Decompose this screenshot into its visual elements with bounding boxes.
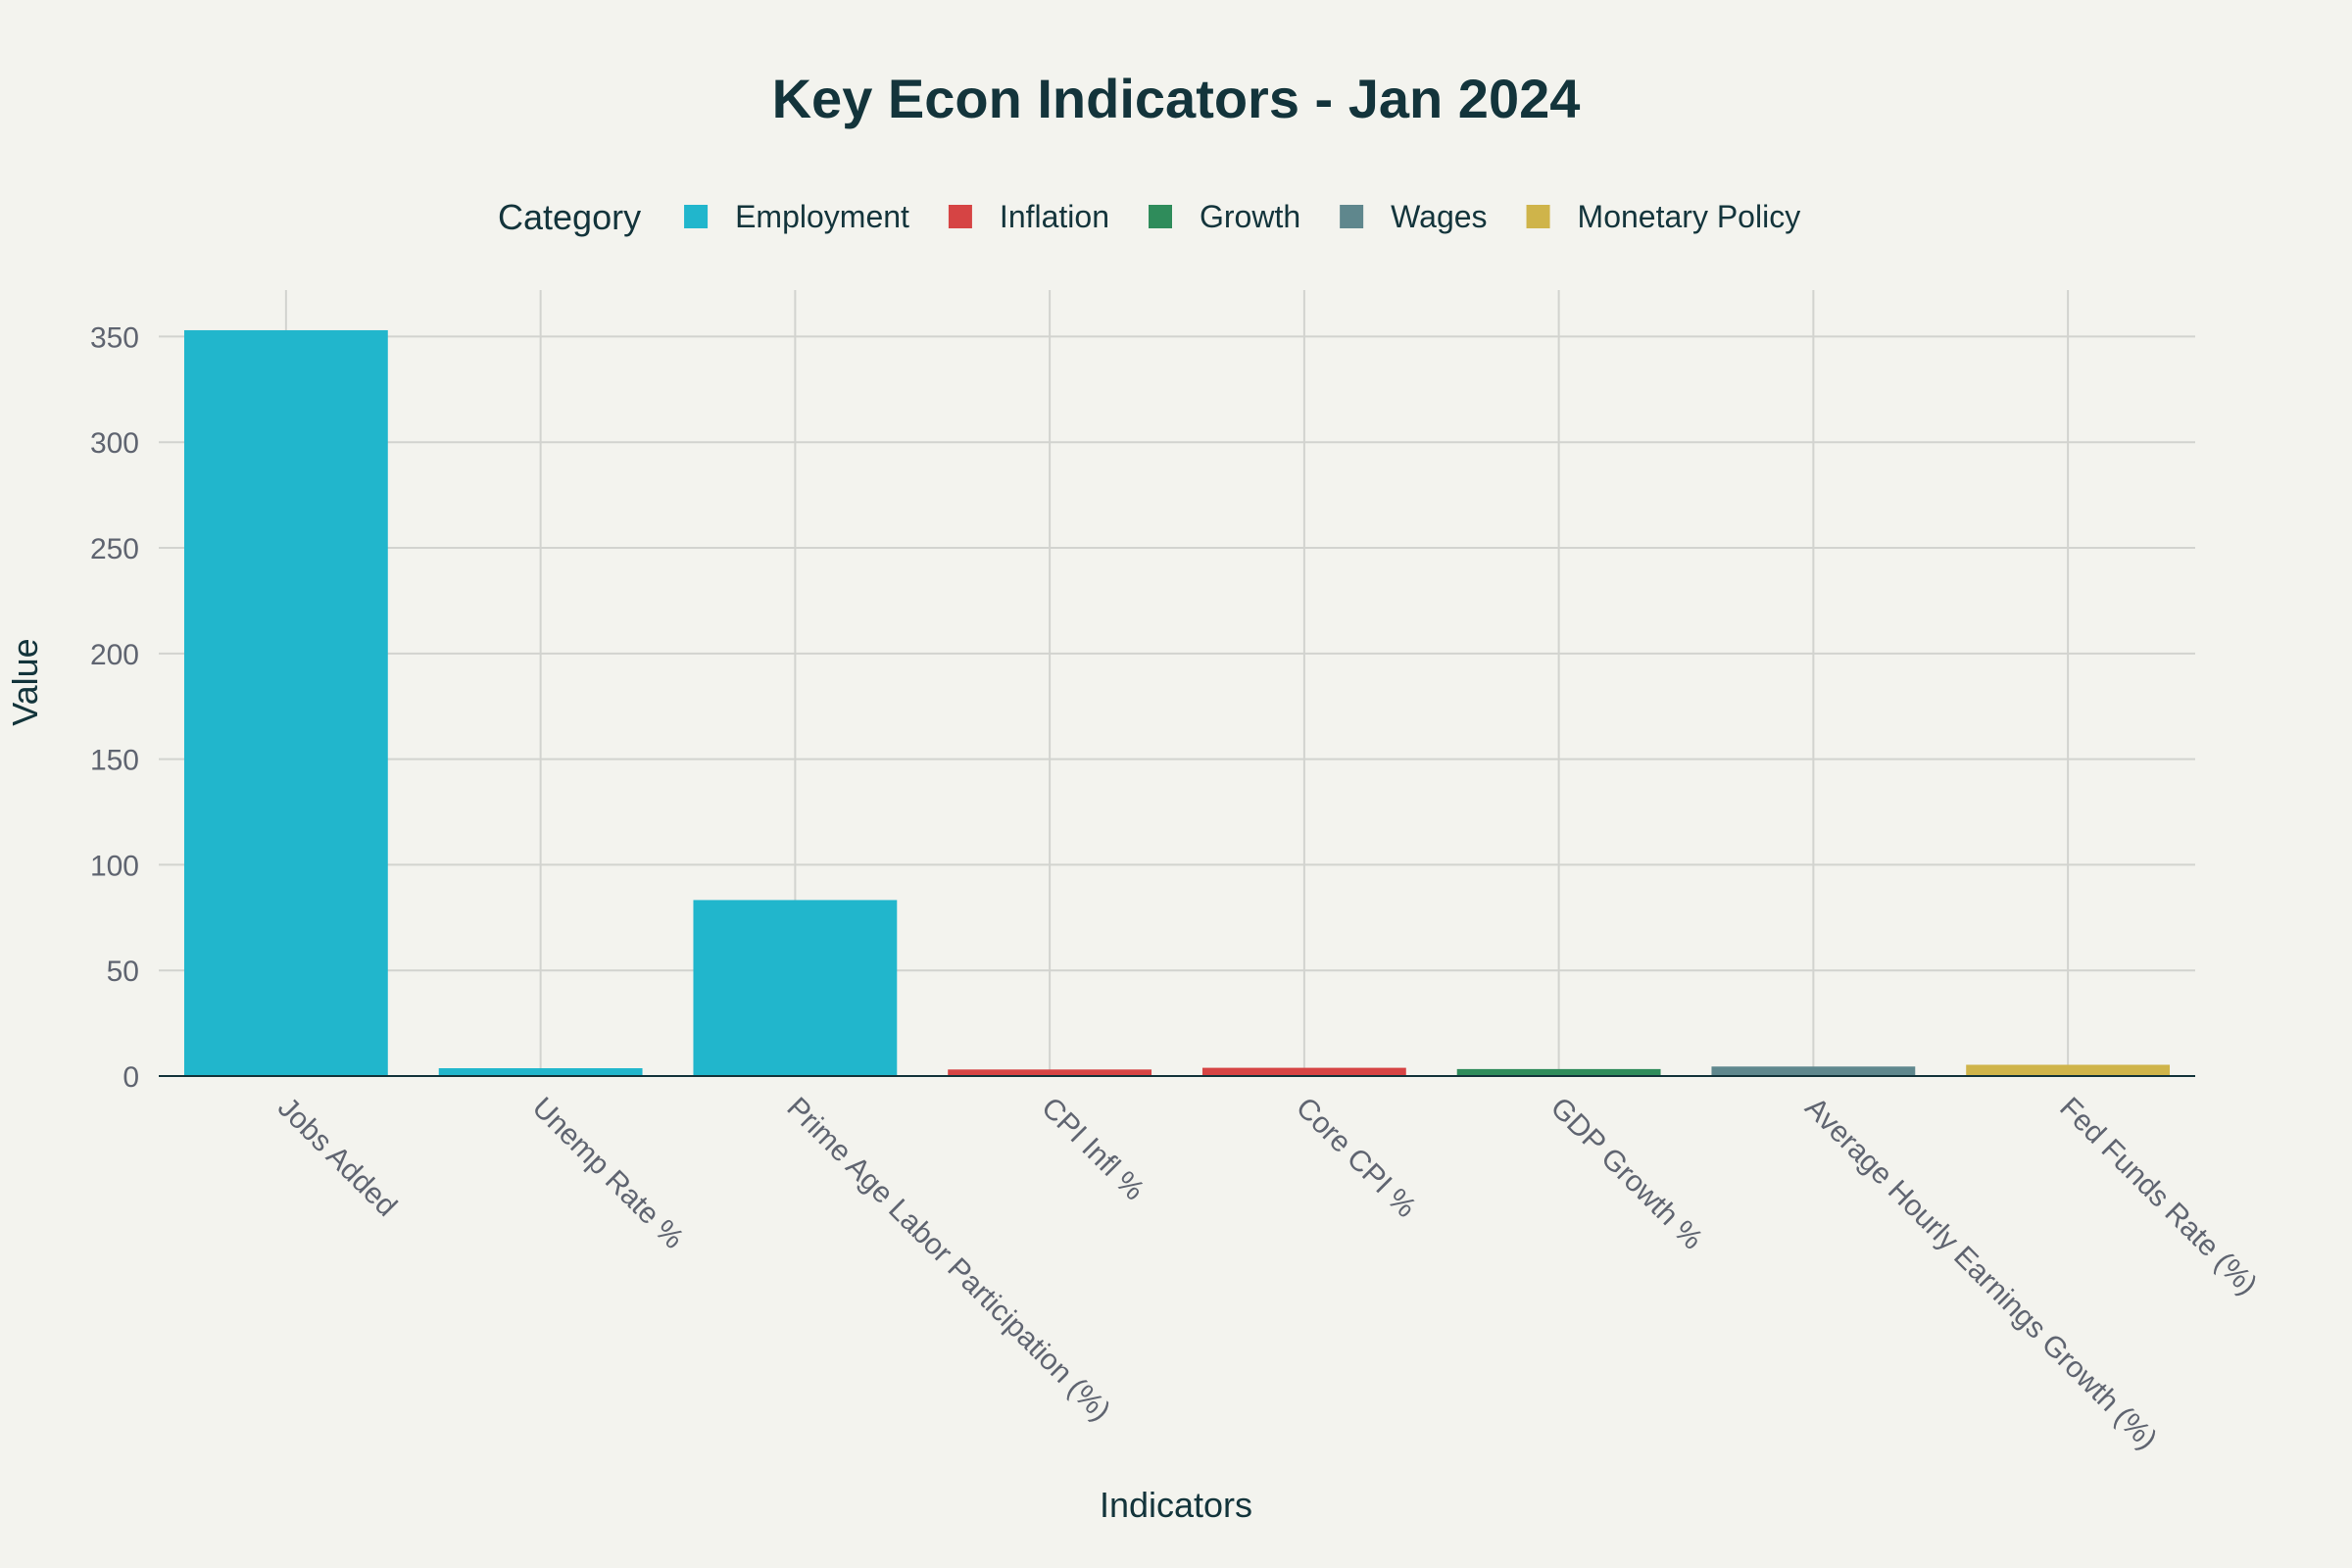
bar[interactable] [948,1069,1152,1076]
y-tick-label: 150 [90,745,139,777]
y-tick-label: 250 [90,533,139,565]
x-axis-title: Indicators [1100,1485,1252,1525]
bar[interactable] [1711,1066,1916,1076]
y-tick-labels: 0 50 100 150 200 250 300 350 [90,321,139,1094]
bars [183,329,2171,1076]
legend-swatch [1340,205,1364,228]
y-tick-label: 350 [90,321,139,354]
legend-swatch [1149,205,1172,228]
legend-label: Monetary Policy [1578,199,1801,234]
y-axis-title: Value [5,638,45,725]
legend-swatch [684,205,709,228]
bar[interactable] [438,1068,643,1076]
y-tick-label: 50 [107,956,139,988]
legend-label: Wages [1391,199,1487,234]
legend: Category Employment Inflation Growth Wages M… [498,197,1800,237]
bar[interactable] [183,329,388,1076]
y-tick-label: 300 [90,427,139,460]
gridlines [159,290,2195,1076]
chart-title: Key Econ Indicators - Jan 2024 [772,68,1581,129]
bar[interactable] [1456,1068,1661,1076]
legend-label: Inflation [1000,199,1109,234]
bar[interactable] [1201,1067,1406,1076]
legend-title: Category [498,197,641,237]
legend-swatch [1526,205,1550,228]
legend-label: Employment [735,199,909,234]
y-tick-label: 0 [122,1061,139,1094]
legend-label: Growth [1200,199,1300,234]
y-tick-label: 200 [90,639,139,671]
bar[interactable] [693,900,898,1076]
bar[interactable] [1966,1064,2171,1076]
y-tick-label: 100 [90,850,139,882]
legend-swatch [948,205,972,228]
